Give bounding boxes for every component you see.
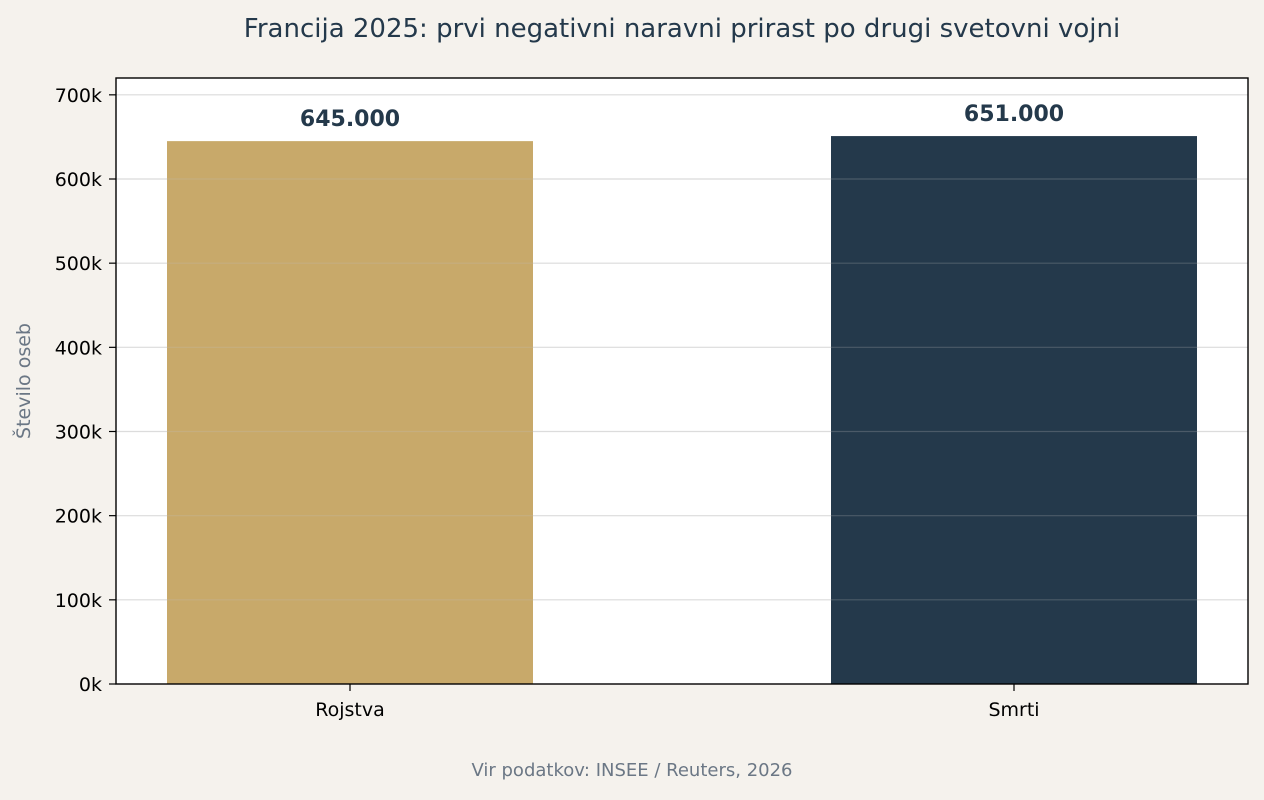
y-tick-label: 300k [55,422,102,444]
y-tick-label: 500k [55,253,102,275]
y-axis-label: Število oseb [11,323,35,439]
source-note: Vir podatkov: INSEE / Reuters, 2026 [471,760,792,781]
gridline-overlay [116,94,1248,601]
bar-rojstva [167,141,533,684]
bar-smrti [831,136,1197,684]
chart-title: Francija 2025: prvi negativni naravni pr… [244,14,1120,44]
x-axis-ticks: Rojstva Smrti [315,684,1040,721]
data-label: 645.000 [300,107,400,132]
y-tick-label: 200k [55,506,102,528]
y-tick-label: 0k [79,674,102,696]
y-tick-label: 700k [55,85,102,107]
data-labels: 645.000 651.000 [300,102,1064,132]
data-label: 651.000 [964,102,1064,127]
x-tick-label: Rojstva [315,699,385,721]
x-tick-label: Smrti [988,699,1039,721]
bars [167,136,1197,684]
y-tick-label: 600k [55,169,102,191]
y-axis-ticks: 0k 100k 200k 300k 400k 500k 600k 700k [55,85,116,696]
y-tick-label: 100k [55,590,102,612]
y-tick-label: 400k [55,337,102,359]
plot-frame [115,77,1249,685]
